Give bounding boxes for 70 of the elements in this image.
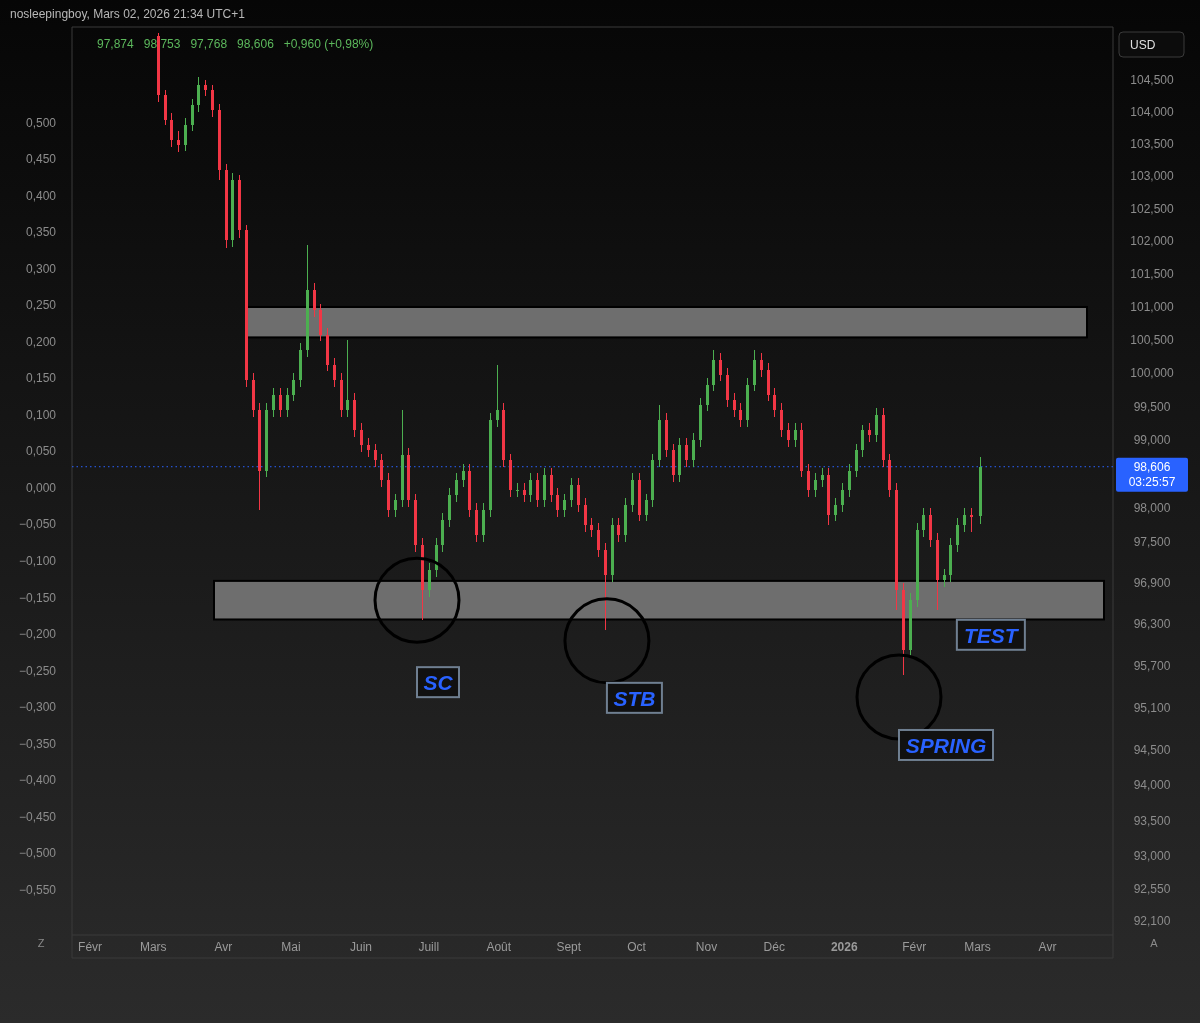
y2-tick-label: 0,300 <box>25 261 57 276</box>
chart-title: nosleepingboy, Mars 02, 2026 21:34 UTC+1 <box>10 7 246 21</box>
x-tick-label: Déc <box>763 940 785 954</box>
y-tick-label: 101,000 <box>1130 300 1175 314</box>
y-tick-label: 95,100 <box>1133 700 1171 715</box>
x-tick-label: Sept <box>556 940 582 954</box>
y-tick-label: 95,700 <box>1133 658 1171 673</box>
y2-tick-label: −0,450 <box>18 809 57 824</box>
x-tick-label: Mai <box>281 940 301 954</box>
y2-tick-label: −0,250 <box>18 663 57 678</box>
y-tick-label: 100,000 <box>1130 366 1175 381</box>
x-tick-label: Mars <box>139 940 167 954</box>
y2-tick-label: −0,550 <box>18 882 57 897</box>
x-tick-label: Avr <box>1038 940 1057 954</box>
y-tick-label: 102,000 <box>1130 234 1175 249</box>
annotation: STB <box>613 686 656 710</box>
annotation: SPRING <box>905 733 987 757</box>
y-tick-label: 102,500 <box>1130 201 1175 216</box>
y-tick-label: 97,500 <box>1133 534 1171 549</box>
y-tick-label: 99,500 <box>1133 399 1171 414</box>
y-tick-label: 92,100 <box>1133 914 1171 929</box>
text: Z <box>37 937 45 949</box>
x-tick-label: Oct <box>627 940 647 954</box>
y2-tick-label: 0,200 <box>25 334 57 349</box>
y-tick-label: 103,000 <box>1130 169 1175 184</box>
y-tick-label: 96,900 <box>1133 575 1171 590</box>
y2-tick-label: 0,500 <box>25 115 57 130</box>
x-tick-label: Août <box>486 940 512 954</box>
ref-line-label: 98,606 03:25:57 <box>1128 459 1176 489</box>
x-tick-label: Mars <box>964 940 991 954</box>
y2-tick-label: 0,250 <box>25 298 57 313</box>
y-tick-label: 99,000 <box>1133 433 1171 448</box>
y2-tick-label: −0,300 <box>18 700 57 715</box>
y-tick-label: 94,000 <box>1133 778 1171 793</box>
x-tick-label: Juill <box>418 940 440 954</box>
y2-tick-label: −0,200 <box>18 627 57 642</box>
y-tick-label: 104,000 <box>1130 105 1175 120</box>
y2-tick-label: 0,400 <box>25 188 57 203</box>
y2-tick-label: 0,450 <box>25 152 57 167</box>
annotation: TEST <box>964 623 1020 647</box>
y2-tick-label: 0,150 <box>25 371 57 386</box>
y-tick-label: 104,500 <box>1130 73 1175 88</box>
y-tick-label: 93,000 <box>1133 849 1171 864</box>
y-tick-label: 94,500 <box>1133 742 1171 757</box>
y-tick-label: 103,500 <box>1130 137 1175 152</box>
y-axis-title: USD <box>1130 38 1156 52</box>
y2-tick-label: 0,050 <box>25 444 57 459</box>
y2-tick-label: −0,350 <box>18 736 57 751</box>
y-tick-label: 101,500 <box>1130 267 1175 282</box>
y2-tick-label: −0,050 <box>18 517 57 532</box>
y-tick-label: 96,300 <box>1133 617 1171 632</box>
y2-tick-label: 0,100 <box>25 407 57 422</box>
y2-tick-label: −0,150 <box>18 590 57 605</box>
y2-tick-label: 0,350 <box>25 225 57 240</box>
y2-tick-label: −0,500 <box>18 846 57 861</box>
y2-tick-label: 0,000 <box>25 480 57 495</box>
y2-tick-label: −0,100 <box>18 554 57 569</box>
x-tick-label: Nov <box>695 940 718 954</box>
x-tick-label: Avr <box>214 940 233 954</box>
y-tick-label: 100,500 <box>1130 333 1175 348</box>
y-tick-label: 93,500 <box>1133 813 1171 828</box>
x-tick-label: Juin <box>350 940 373 954</box>
y-tick-label: 92,550 <box>1133 881 1171 896</box>
x-tick-label: Févr <box>78 940 103 954</box>
y-tick-label: 98,000 <box>1133 500 1171 515</box>
y2-tick-label: −0,400 <box>18 773 57 788</box>
x-tick-label: 2026 <box>830 940 858 954</box>
x-tick-label: Févr <box>902 940 927 954</box>
text: A <box>1150 937 1159 949</box>
annotation: SC <box>423 671 454 695</box>
